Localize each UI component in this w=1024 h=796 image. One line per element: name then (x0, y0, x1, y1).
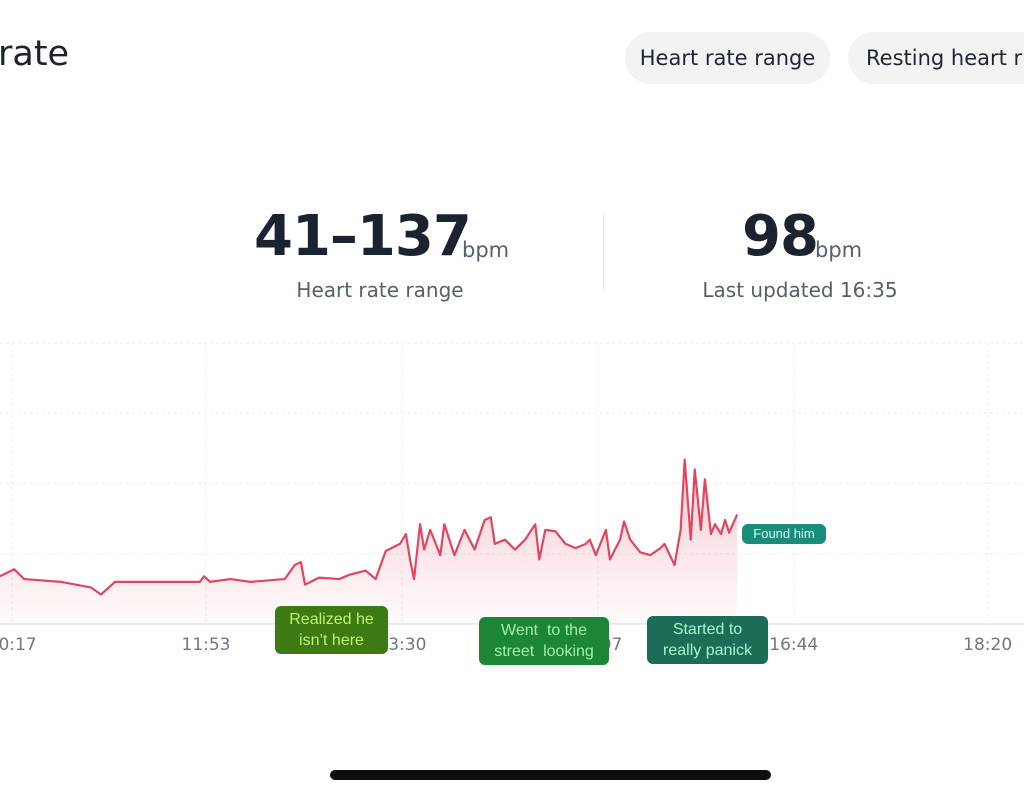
annotation: Started to really panick (647, 616, 768, 664)
annotation-line: Realized he (289, 611, 374, 628)
x-tick-label: 11:53 (182, 635, 231, 655)
stat-value: 41–137 (254, 204, 472, 269)
stat-value: 98 (742, 204, 819, 269)
annotation-line: street looking (494, 643, 594, 660)
tab-button[interactable]: Heart rate range (625, 32, 830, 84)
x-tick-label: 13:30 (377, 635, 426, 655)
annotation-line: isn’t here (299, 632, 364, 649)
annotation-line: Started to (672, 621, 743, 638)
annotation: Realized he isn’t here (275, 606, 388, 654)
x-tick-label: 10:17 (0, 635, 37, 655)
annotation-line: really panick (663, 642, 752, 659)
stat-label: Heart rate range (296, 278, 464, 302)
stat-unit: bpm (462, 238, 510, 262)
x-tick-label: 18:20 (963, 635, 1012, 655)
home-indicator (330, 770, 771, 780)
annotation-line: Found him (753, 526, 815, 541)
annotation: Went to the street looking (479, 617, 609, 665)
stat-unit: bpm (815, 238, 863, 262)
x-tick-label: 16:44 (769, 635, 818, 655)
line (0, 458, 739, 596)
stat-label: Last updated 16:35 (702, 278, 898, 302)
tab-button[interactable]: Resting heart r (848, 32, 1024, 84)
divider (603, 213, 604, 291)
area-fill (0, 459, 738, 624)
annotation-line: Went to the (501, 622, 587, 639)
annotation: Found him (742, 524, 826, 544)
page-title: rate (0, 34, 70, 74)
